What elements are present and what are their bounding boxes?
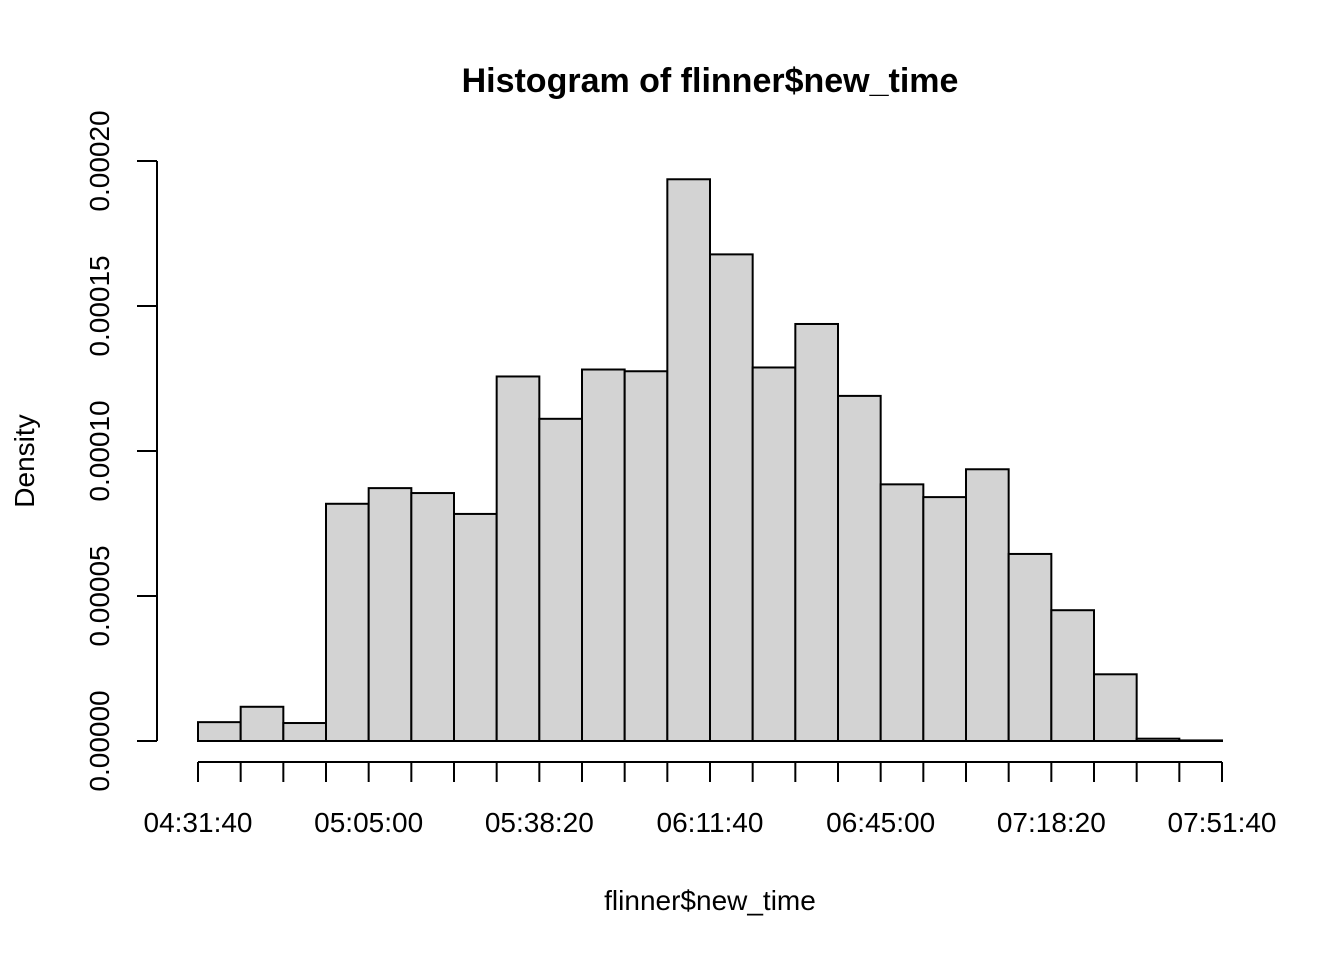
x-tick-label: 06:45:00	[826, 807, 935, 838]
histogram-bar	[367, 487, 413, 742]
histogram-bar	[282, 722, 328, 743]
histogram-bar	[879, 483, 925, 742]
y-tick-label: 0.00005	[84, 545, 115, 646]
x-tick-label: 07:51:40	[1168, 807, 1277, 838]
x-tick-label: 07:18:20	[997, 807, 1106, 838]
y-tick-label: 0.00010	[84, 400, 115, 501]
histogram-bar	[666, 178, 711, 742]
y-axis: 0.00000 0.00005 0.00010 0.00015 0.00020	[84, 110, 158, 792]
histogram-bar	[538, 417, 583, 742]
histogram-bar	[1135, 737, 1181, 742]
histogram-bar	[239, 705, 285, 743]
histogram-bar	[581, 368, 626, 742]
histogram-bar	[709, 253, 754, 742]
x-tick-label: 05:38:20	[485, 807, 594, 838]
y-axis-label: Density	[9, 414, 40, 507]
histogram-bar	[410, 492, 456, 742]
histogram-bar	[495, 375, 541, 742]
x-axis: 04:31:40 05:05:00 05:38:20 06:11:40 06:45:00…	[144, 761, 1277, 838]
histogram-bar	[794, 322, 839, 742]
histogram-bar	[751, 366, 797, 742]
histogram-bar	[1093, 673, 1138, 742]
histogram-bar	[453, 512, 498, 742]
histogram-bar	[197, 721, 242, 743]
y-tick-label: 0.00020	[84, 110, 115, 211]
histogram-bar	[1007, 552, 1053, 743]
histogram-bar	[1178, 739, 1224, 742]
y-tick-label: 0.00000	[84, 690, 115, 791]
histogram-bar	[325, 502, 370, 742]
histogram-bar	[623, 370, 669, 742]
bars-group	[197, 178, 1224, 743]
y-tick-label: 0.00015	[84, 255, 115, 356]
x-tick-label: 05:05:00	[314, 807, 423, 838]
x-tick-label: 06:11:40	[657, 807, 764, 838]
histogram-bar	[1050, 609, 1096, 743]
histogram-bar	[837, 394, 882, 742]
x-axis-label: flinner$new_time	[604, 885, 816, 916]
x-tick-label: 04:31:40	[144, 807, 253, 838]
histogram-bar	[922, 496, 967, 742]
histogram-bar	[965, 468, 1010, 742]
chart-title: Histogram of flinner$new_time	[462, 62, 959, 100]
